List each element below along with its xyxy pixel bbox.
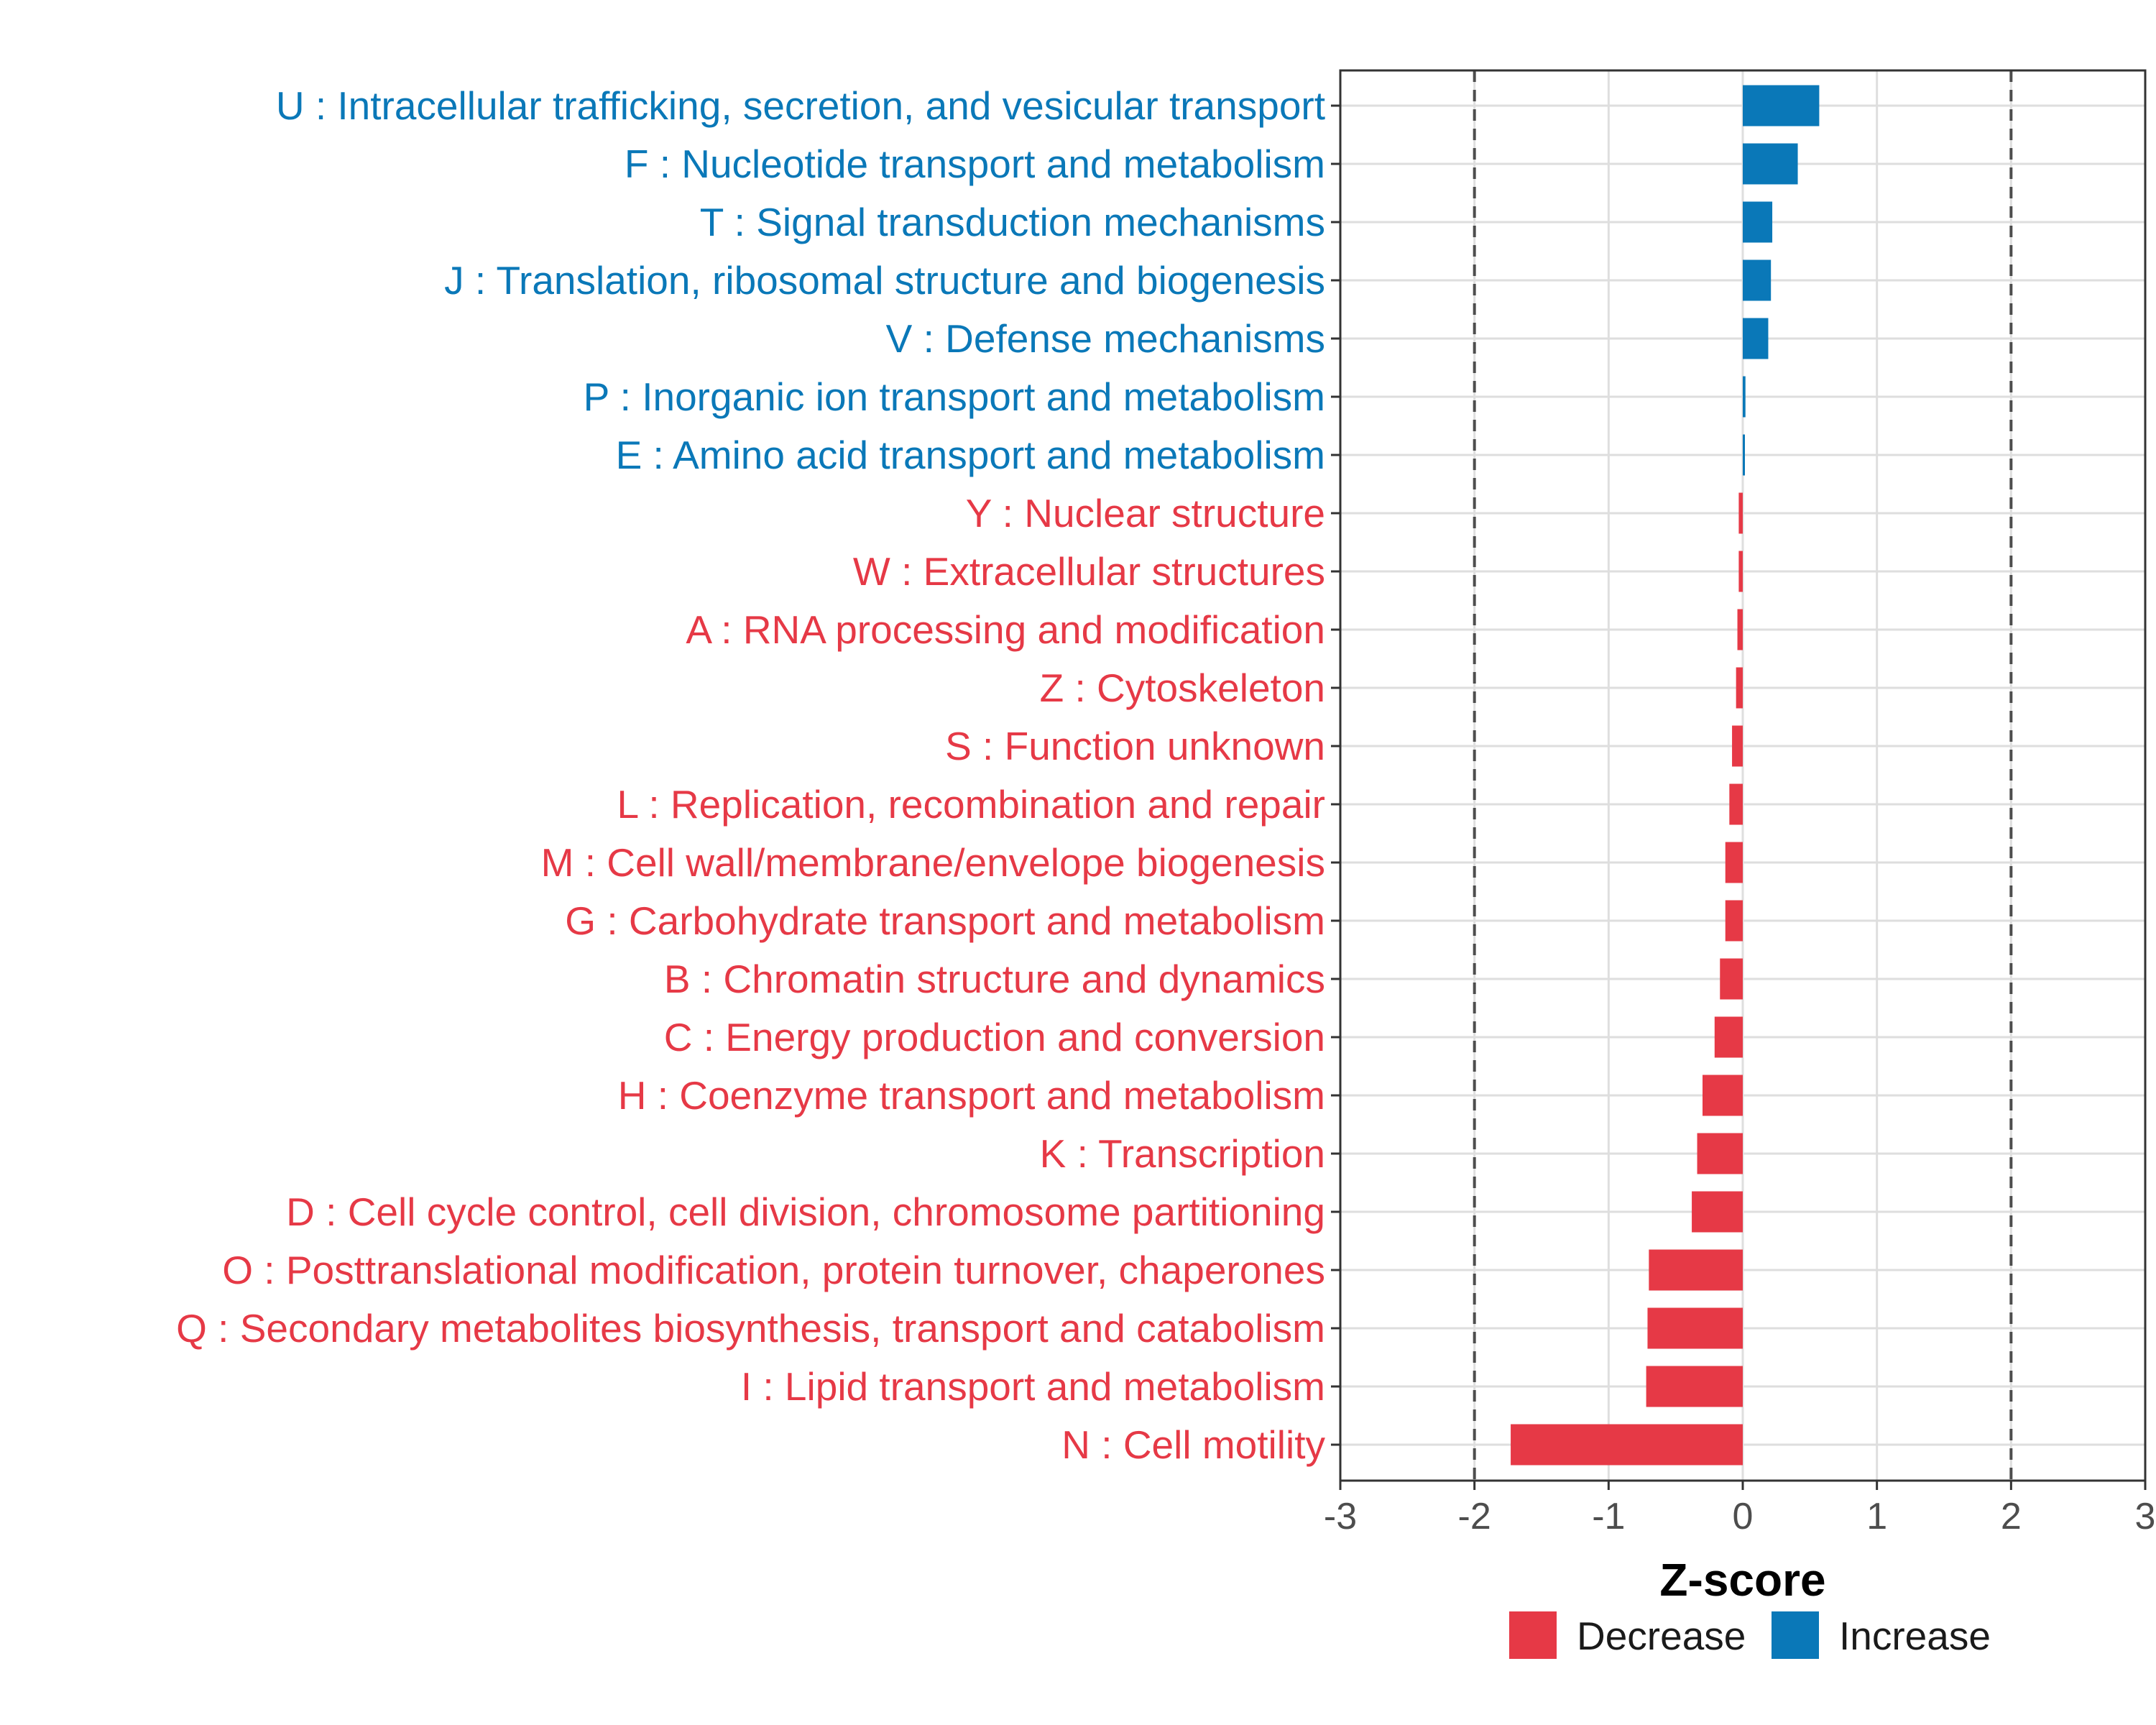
category-label: Z : Cytoskeleton [1040, 666, 1325, 710]
category-label: K : Transcription [1040, 1131, 1325, 1176]
category-label: I : Lipid transport and metabolism [741, 1364, 1325, 1409]
category-label: S : Function unknown [945, 724, 1325, 768]
category-label: L : Replication, recombination and repai… [617, 782, 1325, 827]
category-label: J : Translation, ribosomal structure and… [444, 258, 1325, 303]
bar [1738, 492, 1743, 534]
x-tick-label: -2 [1458, 1496, 1491, 1537]
bar [1743, 259, 1772, 301]
category-label: O : Posttranslational modification, prot… [222, 1248, 1325, 1292]
bar [1703, 1075, 1743, 1116]
category-label: Q : Secondary metabolites biosynthesis, … [176, 1306, 1325, 1351]
category-label: B : Chromatin structure and dynamics [664, 957, 1325, 1001]
bar [1743, 85, 1820, 126]
bar [1692, 1191, 1743, 1233]
x-tick-label: 1 [1866, 1496, 1887, 1537]
category-label: G : Carbohydrate transport and metabolis… [565, 898, 1325, 943]
bar [1743, 376, 1746, 418]
legend-label-decrease: Decrease [1577, 1614, 1746, 1658]
category-label: C : Energy production and conversion [664, 1015, 1325, 1059]
bar [1736, 667, 1743, 709]
legend: Decrease Increase [1509, 1611, 1991, 1659]
legend-key-decrease [1509, 1611, 1557, 1659]
bar [1743, 201, 1773, 243]
category-label: W : Extracellular structures [853, 549, 1325, 594]
category-label: A : RNA processing and modification [686, 607, 1325, 652]
category-label: P : Inorganic ion transport and metaboli… [584, 374, 1325, 419]
x-tick-label: -1 [1592, 1496, 1625, 1537]
bars-layer [1511, 85, 1820, 1466]
category-label: N : Cell motility [1061, 1422, 1325, 1467]
bar [1725, 842, 1743, 883]
x-tick-label: 2 [2001, 1496, 2022, 1537]
category-label: V : Defense mechanisms [886, 316, 1325, 361]
category-label: F : Nucleotide transport and metabolism [625, 142, 1325, 186]
bar [1649, 1249, 1743, 1291]
category-label: T : Signal transduction mechanisms [700, 200, 1325, 244]
bar [1697, 1133, 1743, 1174]
bar [1732, 725, 1743, 767]
bar [1647, 1307, 1743, 1349]
x-tick-label: 3 [2135, 1496, 2156, 1537]
category-label: U : Intracellular trafficking, secretion… [276, 83, 1325, 128]
bar [1725, 900, 1743, 942]
legend-label-increase: Increase [1839, 1614, 1991, 1658]
category-label: Y : Nuclear structure [966, 491, 1325, 535]
x-tick-label: -3 [1324, 1496, 1357, 1537]
bar [1738, 551, 1743, 592]
bar [1743, 143, 1798, 185]
category-label: D : Cell cycle control, cell division, c… [286, 1190, 1325, 1234]
category-labels: U : Intracellular trafficking, secretion… [176, 83, 1325, 1467]
bar [1714, 1016, 1743, 1058]
bar [1720, 958, 1743, 1000]
bar [1743, 434, 1745, 476]
x-axis-title: Z-score [1659, 1554, 1825, 1606]
bar [1729, 783, 1743, 825]
bar [1743, 318, 1769, 359]
x-axis: -3 -2 -1 0 1 2 3 [1324, 69, 2156, 1537]
category-label: H : Coenzyme transport and metabolism [618, 1073, 1325, 1118]
bar [1737, 609, 1743, 650]
legend-key-increase [1772, 1611, 1819, 1659]
x-tick-label: 0 [1733, 1496, 1754, 1537]
bar [1646, 1366, 1743, 1407]
bar [1511, 1424, 1743, 1466]
category-label: M : Cell wall/membrane/envelope biogenes… [541, 840, 1325, 885]
category-label: E : Amino acid transport and metabolism [616, 433, 1325, 477]
